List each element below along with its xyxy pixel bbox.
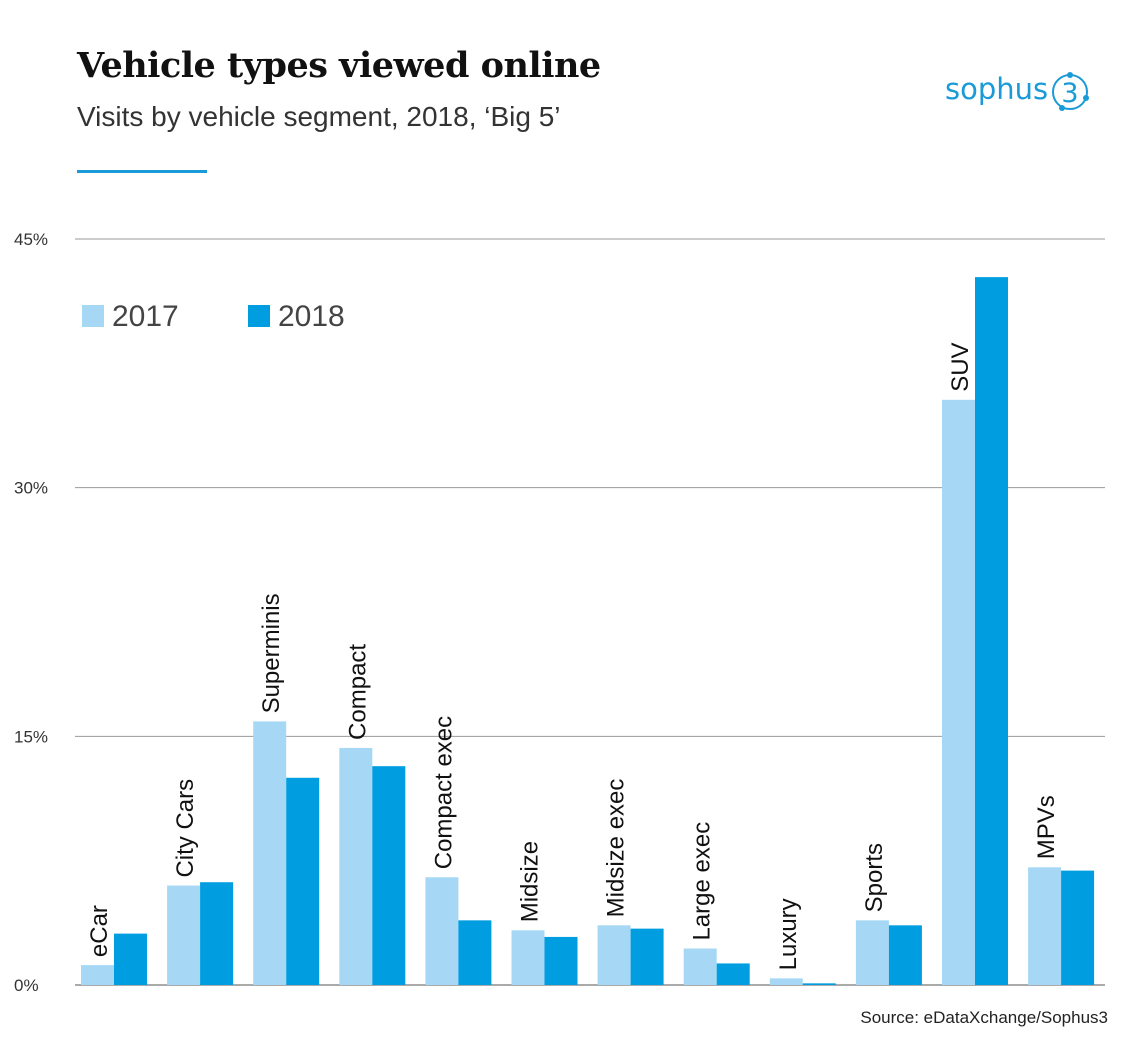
bar-2017-compact-exec bbox=[425, 877, 459, 985]
category-label: Superminis bbox=[258, 593, 285, 713]
logo-ring-icon: 3 bbox=[1052, 72, 1089, 111]
category-label: Sports bbox=[861, 843, 888, 912]
category-label: MPVs bbox=[1033, 795, 1060, 859]
logo-text: sophus bbox=[945, 72, 1049, 106]
bar-2018-compact-exec bbox=[458, 920, 492, 985]
bar-2017-compact bbox=[339, 747, 373, 985]
category-label: Compact exec bbox=[430, 716, 457, 869]
bar-2018-city-cars bbox=[200, 882, 234, 985]
bar-2017-city-cars bbox=[167, 885, 201, 985]
bar-2018-ecar bbox=[114, 933, 147, 985]
y-tick-label: 45% bbox=[14, 230, 48, 249]
bar-2017-large-exec bbox=[683, 948, 717, 985]
chart-title: Vehicle types viewed online bbox=[77, 45, 601, 86]
y-tick-label: 30% bbox=[14, 479, 48, 498]
bar-2018-sports bbox=[888, 925, 922, 985]
bar-2018-suv bbox=[975, 277, 1008, 985]
bar-2018-compact bbox=[372, 766, 406, 985]
sophus3-logo: sophus 3 bbox=[945, 72, 1089, 116]
legend-label-2017: 2017 bbox=[112, 300, 179, 333]
bar-2018-midsize-exec bbox=[630, 928, 664, 985]
bar-2017-luxury bbox=[769, 978, 803, 985]
bar-2017-sports bbox=[855, 920, 889, 985]
accent-rule bbox=[77, 170, 207, 173]
legend-swatch-2017 bbox=[82, 305, 104, 327]
category-label: Midsize bbox=[517, 841, 544, 922]
legend-swatch-2018 bbox=[248, 305, 270, 327]
bar-2018-midsize bbox=[544, 936, 578, 985]
y-tick-label: 0% bbox=[14, 976, 39, 995]
category-label: SUV bbox=[947, 342, 974, 391]
bar-2017-suv bbox=[942, 399, 975, 985]
legend-label-2018: 2018 bbox=[278, 300, 345, 333]
y-tick-label: 15% bbox=[14, 727, 48, 746]
category-label: Large exec bbox=[689, 822, 716, 941]
bar-2017-mpvs bbox=[1028, 867, 1062, 985]
category-label: Luxury bbox=[775, 898, 802, 970]
bar-2017-ecar bbox=[81, 965, 114, 985]
bar-2018-mpvs bbox=[1061, 870, 1095, 985]
bar-2018-luxury bbox=[802, 983, 836, 985]
category-label: Midsize exec bbox=[603, 779, 630, 918]
bar-2018-superminis bbox=[286, 777, 320, 985]
category-label: Compact bbox=[344, 644, 371, 740]
category-label: City Cars bbox=[172, 779, 199, 878]
logo-mark: 3 bbox=[1061, 78, 1078, 109]
bar-2017-midsize-exec bbox=[597, 925, 631, 985]
bar-2017-superminis bbox=[253, 721, 287, 985]
category-label: eCar bbox=[86, 905, 113, 957]
chart-subtitle: Visits by vehicle segment, 2018, ‘Big 5’ bbox=[77, 101, 561, 132]
bar-2018-large-exec bbox=[716, 963, 750, 985]
source-note: Source: eDataXchange/Sophus3 bbox=[860, 1008, 1108, 1027]
bar-2017-midsize bbox=[511, 930, 545, 985]
